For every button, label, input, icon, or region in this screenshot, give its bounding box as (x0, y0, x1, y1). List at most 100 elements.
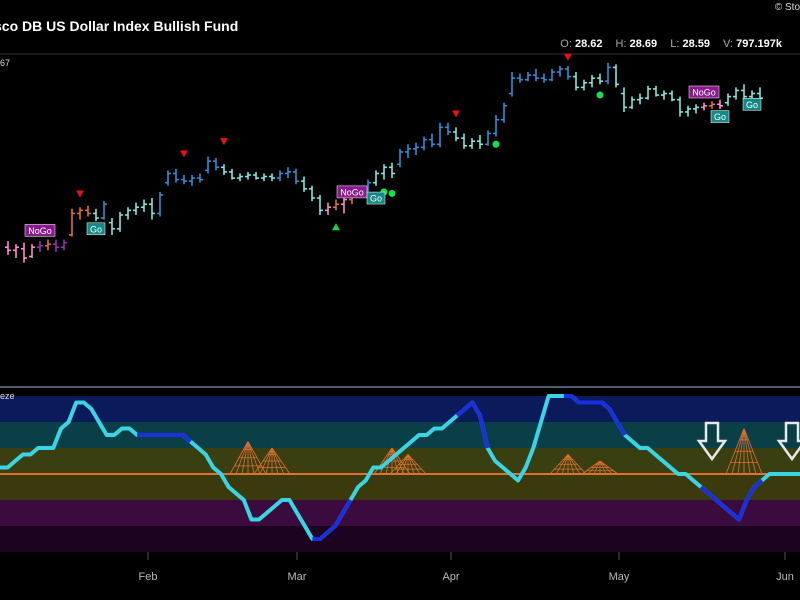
go-label: Go (714, 112, 726, 122)
price-bar (709, 101, 715, 109)
squeeze-cone-6 (725, 428, 763, 475)
price-bar (117, 211, 123, 232)
price-bar (221, 164, 227, 175)
osc-band-0 (0, 396, 800, 422)
price-bar (725, 93, 731, 106)
price-bar (325, 202, 331, 215)
price-bar (685, 105, 691, 117)
price-bar (653, 85, 659, 97)
x-tick-label: Apr (442, 571, 459, 583)
price-bar (381, 164, 387, 180)
go-dot-icon (388, 189, 396, 197)
price-bar (277, 170, 283, 182)
price-bar (101, 201, 107, 220)
price-bar (501, 102, 507, 123)
price-bar (213, 158, 219, 171)
osc-band-3 (0, 474, 800, 500)
sell-triangle-icon (452, 110, 460, 118)
osc-strong-segment-0 (137, 433, 192, 444)
price-bar (445, 122, 451, 136)
price-bar (637, 93, 643, 105)
go-label: Go (370, 194, 382, 204)
open-key: O: (560, 38, 572, 50)
sell-triangle-icon (220, 138, 228, 146)
price-bar (61, 239, 67, 251)
price-bar (573, 72, 579, 91)
price-bar (93, 208, 99, 222)
squeeze-cone-1 (253, 447, 291, 475)
price-bar (421, 136, 427, 151)
price-bar (189, 174, 195, 186)
price-bar (85, 205, 91, 217)
price-bar (437, 122, 443, 148)
low-key: L: (670, 38, 680, 50)
price-bar (469, 138, 475, 149)
osc-strong-segment-2 (455, 400, 490, 449)
price-bar (237, 173, 243, 182)
price-bar (509, 72, 515, 97)
price-bar (109, 218, 115, 235)
price-bar (205, 156, 211, 174)
go-label-box (366, 191, 386, 205)
chart-title: sco DB US Dollar Index Bullish Fund (0, 18, 239, 34)
sell-triangle-icon (76, 190, 84, 198)
open-value: 28.62 (574, 38, 603, 50)
go-dot-icon (492, 140, 500, 148)
price-bar (741, 84, 747, 100)
price-bar (541, 73, 547, 83)
price-bar (661, 90, 667, 100)
price-bar (341, 196, 347, 214)
price-bar (333, 199, 339, 211)
price-bar (165, 170, 171, 186)
price-bar (301, 176, 307, 192)
price-bar (269, 173, 275, 182)
price-bar (397, 148, 403, 168)
price-bar (557, 65, 563, 77)
price-bar (677, 96, 683, 117)
nogo-label: NoGo (692, 87, 716, 97)
price-bar (693, 104, 699, 114)
down-arrow-icon (696, 421, 728, 462)
x-tick-label: Jun (776, 571, 794, 583)
price-bar (29, 244, 35, 258)
osc-band-1 (0, 422, 800, 448)
price-bar (621, 87, 627, 112)
brand-watermark: © Sto (774, 2, 800, 13)
price-bar (45, 239, 51, 251)
ohlc-readout: O: 28.62 H: 28.69 L: 28.59 V: 797.197k (560, 38, 792, 50)
price-bar (157, 191, 163, 217)
price-bar (645, 85, 651, 100)
sell-triangle-icon (180, 150, 188, 158)
price-bar (485, 130, 491, 146)
price-bar (141, 199, 147, 212)
price-bar (53, 239, 59, 252)
osc-strong-segment-3 (563, 394, 627, 437)
price-bar (21, 242, 27, 263)
price-bar (581, 79, 587, 91)
osc-band-5 (0, 526, 800, 552)
price-bar (733, 87, 739, 100)
x-tick-label: Feb (139, 571, 158, 583)
price-bar (149, 198, 155, 220)
price-bar (293, 168, 299, 185)
osc-band-4 (0, 500, 800, 526)
price-bar (533, 68, 539, 82)
price-bar (629, 96, 635, 109)
price-bar (309, 185, 315, 202)
price-bar (285, 167, 291, 179)
price-bar (229, 168, 235, 180)
buy-triangle-icon (332, 223, 340, 231)
nogo-label: NoGo (28, 226, 52, 236)
volume-key: V: (723, 38, 734, 50)
price-bar (389, 162, 395, 179)
x-tick-label: Mar (288, 571, 307, 583)
price-bar (669, 90, 675, 102)
price-bar (429, 133, 435, 148)
high-key: H: (615, 38, 627, 50)
price-bar (605, 62, 611, 85)
price-bar (77, 207, 83, 220)
price-bar (253, 171, 259, 180)
price-bar (317, 194, 323, 215)
price-bar (5, 241, 11, 255)
